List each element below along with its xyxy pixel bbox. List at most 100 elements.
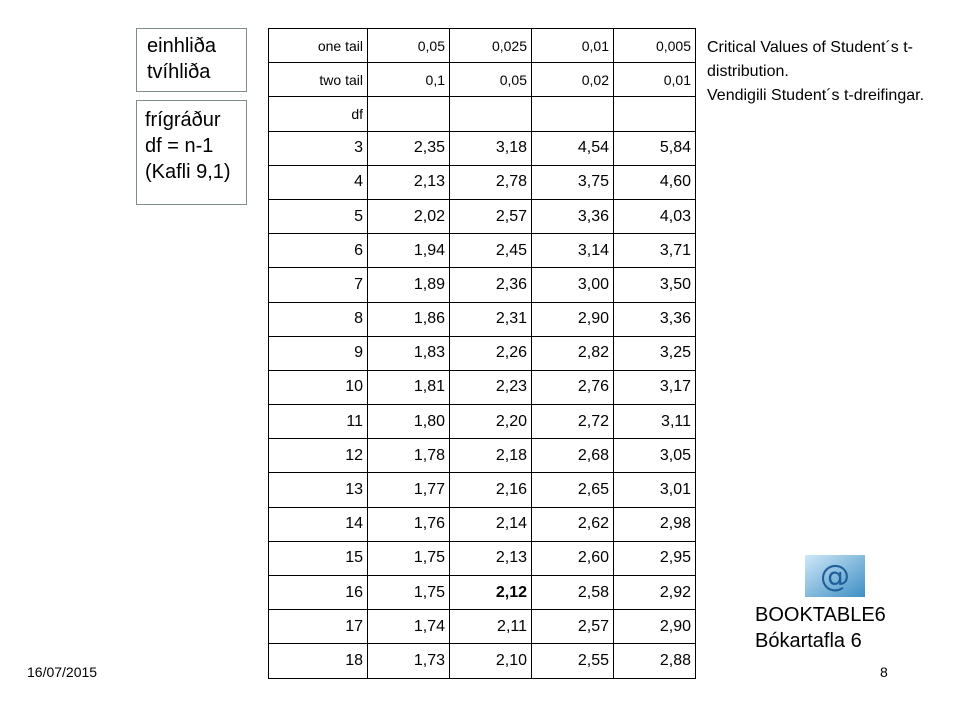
table-cell: 8: [268, 301, 368, 337]
table-cell: 2,13: [367, 164, 450, 200]
df-box: frígráður df = n-1 (Kafli 9,1): [136, 100, 247, 205]
table-cell: 2,57: [449, 198, 532, 235]
table-cell: 16: [268, 574, 368, 611]
table-cell: 14: [268, 506, 368, 542]
book-line: Bókartafla 6: [755, 630, 862, 652]
table-cell: 5: [268, 198, 368, 235]
table-row: 5 2,02 2,57 3,36 4,03: [268, 198, 696, 235]
table-cell: 2,20: [449, 404, 532, 440]
tails-box: einhliða tvíhliða: [136, 28, 247, 92]
table-row: 14 1,76 2,14 2,62 2,98: [268, 506, 696, 542]
table-row: 18 1,73 2,10 2,55 2,88: [268, 643, 696, 679]
table-cell: 7: [268, 267, 368, 303]
table-cell: 2,65: [531, 472, 614, 508]
table-cell: one tail: [268, 27, 368, 64]
table-cell: 2,95: [613, 540, 696, 577]
table-cell: 1,75: [367, 540, 450, 577]
table-cell: 1,74: [367, 609, 450, 645]
table-cell: 2,90: [613, 609, 696, 645]
table-cell: 18: [268, 643, 368, 679]
table-cell: df: [268, 96, 368, 132]
table-cell: 1,77: [367, 472, 450, 508]
table-cell: 2,13: [449, 540, 532, 577]
table-cell: 2,92: [613, 574, 696, 611]
table-cell: [449, 96, 532, 132]
book-line: BOOKTABLE6: [755, 604, 886, 626]
table-row: 11 1,80 2,20 2,72 3,11: [268, 404, 696, 440]
table-cell: 3,75: [531, 164, 614, 200]
table-cell: 2,55: [531, 643, 614, 679]
df-label: (Kafli 9,1): [145, 161, 231, 183]
table-cell: 0,05: [449, 62, 532, 98]
table-cell: 3,05: [613, 438, 696, 474]
table-cell: 5,84: [613, 130, 696, 166]
table-cell: 1,75: [367, 574, 450, 611]
table-cell: 1,76: [367, 506, 450, 542]
table-cell: 6: [268, 233, 368, 269]
table-cell: 1,80: [367, 404, 450, 440]
table-row: 8 1,86 2,31 2,90 3,36: [268, 301, 696, 337]
caption-line: Critical Values of Student´s t-distribut…: [707, 39, 914, 80]
table-cell: 2,60: [531, 540, 614, 577]
df-label: df = n-1: [145, 135, 214, 157]
table-cell: 4,60: [613, 164, 696, 200]
table-row: 10 1,81 2,23 2,76 3,17: [268, 369, 696, 406]
table-cell: 2,90: [531, 301, 614, 337]
table-cell: 11: [268, 404, 368, 440]
t-table: one tail 0,05 0,025 0,01 0,005 two tail 0,1 0,0…: [268, 27, 696, 679]
table-cell: 0,005: [613, 27, 696, 64]
table-cell: 0,1: [367, 62, 450, 98]
table-cell: 13: [268, 472, 368, 508]
table-cell: 1,73: [367, 643, 450, 679]
tails-label: tvíhliða: [147, 61, 211, 83]
table-cell: 12: [268, 438, 368, 474]
caption-line: Vendigili Student´s t-dreifingar.: [707, 87, 925, 104]
table-row: 15 1,75 2,13 2,60 2,95: [268, 540, 696, 577]
book-ref: BOOKTABLE6 Bókartafla 6: [755, 602, 886, 654]
table-cell: 3,17: [613, 369, 696, 406]
table-row: 13 1,77 2,16 2,65 3,01: [268, 472, 696, 508]
table-cell: 2,72: [531, 404, 614, 440]
table-row: 9 1,83 2,26 2,82 3,25: [268, 335, 696, 371]
table-row: 4 2,13 2,78 3,75 4,60: [268, 164, 696, 200]
table-cell: [613, 96, 696, 132]
table-row: 16 1,75 2,12 2,58 2,92: [268, 574, 696, 611]
table-cell: 3,36: [531, 198, 614, 235]
table-cell: 2,12: [449, 574, 532, 611]
table-cell: 4,03: [613, 198, 696, 235]
table-cell: 1,86: [367, 301, 450, 337]
footer-date: 16/07/2015: [27, 664, 98, 680]
table-cell: 2,10: [449, 643, 532, 679]
table-cell: 3: [268, 130, 368, 166]
table-row: 12 1,78 2,18 2,68 3,05: [268, 438, 696, 474]
table-cell: 2,62: [531, 506, 614, 542]
table-cell: 3,25: [613, 335, 696, 371]
table-cell: 2,88: [613, 643, 696, 679]
table-cell: 2,26: [449, 335, 532, 371]
table-row: 3 2,35 3,18 4,54 5,84: [268, 130, 696, 166]
table-cell: 0,01: [531, 27, 614, 64]
table-cell: 2,98: [613, 506, 696, 542]
table-row: one tail 0,05 0,025 0,01 0,005: [268, 27, 696, 64]
table-cell: 2,23: [449, 369, 532, 406]
link-icon[interactable]: @: [805, 555, 865, 597]
table-cell: 3,36: [613, 301, 696, 337]
table-cell: 2,11: [449, 609, 532, 645]
table-cell: 2,76: [531, 369, 614, 406]
table-cell: 2,45: [449, 233, 532, 269]
table-cell: 2,82: [531, 335, 614, 371]
table-cell: 2,16: [449, 472, 532, 508]
table-cell: 2,36: [449, 267, 532, 303]
table-cell: 0,05: [367, 27, 450, 64]
table-cell: 3,14: [531, 233, 614, 269]
table-cell: 3,71: [613, 233, 696, 269]
table-cell: 15: [268, 540, 368, 577]
table-row: 7 1,89 2,36 3,00 3,50: [268, 267, 696, 303]
table-cell: 1,94: [367, 233, 450, 269]
table-cell: 2,57: [531, 609, 614, 645]
table-cell: 2,78: [449, 164, 532, 200]
table-cell: 17: [268, 609, 368, 645]
table-cell: 2,31: [449, 301, 532, 337]
table-cell: 3,50: [613, 267, 696, 303]
table-cell: 1,78: [367, 438, 450, 474]
